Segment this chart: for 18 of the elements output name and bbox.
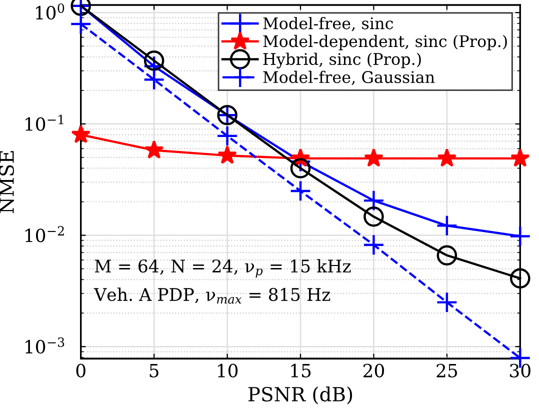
- x-tick-label: 20: [363, 364, 384, 378]
- y-tick-label: 10$^{−1}$: [26, 114, 64, 131]
- x-tick-label: 0: [76, 364, 86, 378]
- annotation: M = 64, N = 24, ν$_{p}$ = 15 kHz: [94, 259, 351, 278]
- x-tick-label: 15: [291, 364, 311, 378]
- x-tick-label: 5: [150, 364, 158, 378]
- x-axis-title: PSNR (dB): [248, 386, 352, 404]
- legend-label: Model-free, Gaussian: [263, 70, 435, 86]
- x-tick-label: 10: [218, 364, 238, 378]
- x-tick-label: 25: [436, 364, 458, 378]
- y-tick-label: 10$^{−2}$: [26, 226, 64, 242]
- x-tick-label: 30: [510, 364, 530, 378]
- y-tick-label: 10$^{0}$: [36, 3, 64, 20]
- legend-label: Model-free, sinc: [263, 16, 394, 32]
- legend-label: Hybrid, sinc (Prop.): [263, 52, 421, 68]
- legend-label: Model-dependent, sinc (Prop.): [263, 34, 507, 50]
- y-tick-label: 10$^{−3}$: [26, 337, 64, 354]
- annotation: Veh. A PDP, ν$_{max}$ = 815 Hz: [94, 288, 330, 304]
